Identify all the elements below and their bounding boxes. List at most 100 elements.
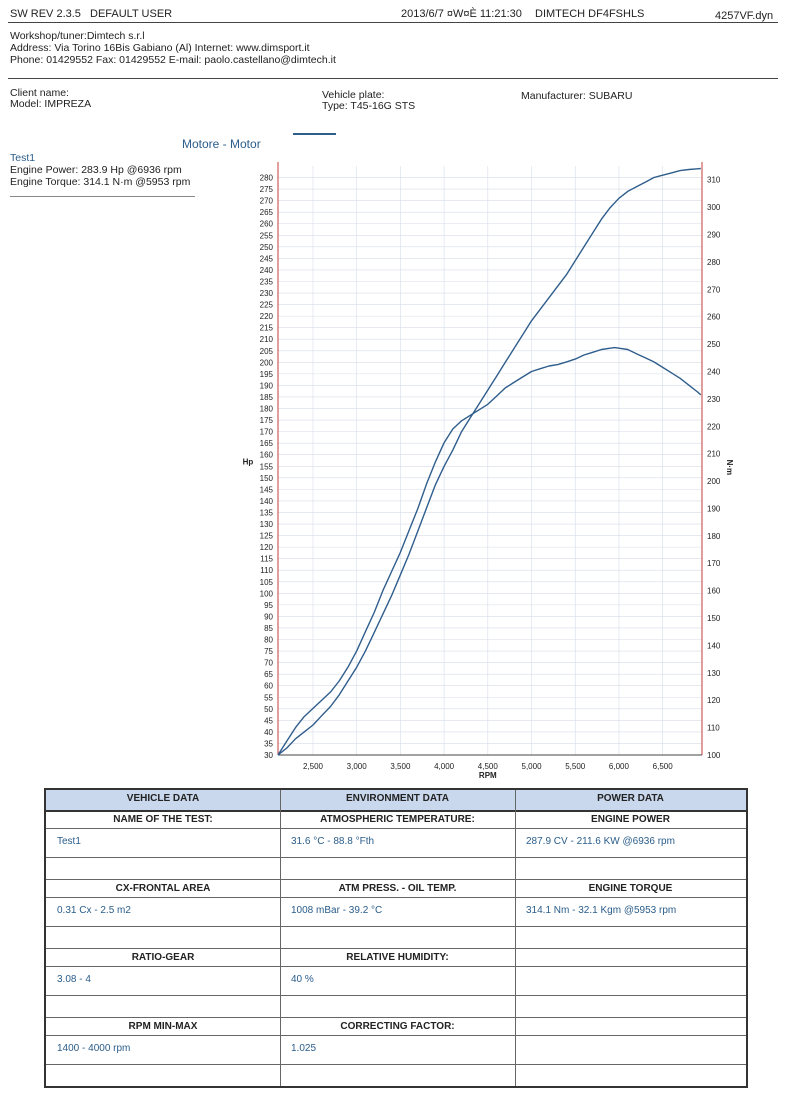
datetime: 2013/6/7 ¤W¤È 11:21:30 — [401, 8, 522, 20]
row-divider — [46, 828, 746, 829]
y-left-tick-label: 250 — [260, 243, 274, 252]
y-left-tick-label: 125 — [260, 532, 274, 541]
y-left-tick-label: 70 — [264, 659, 273, 668]
y-right-tick-label: 150 — [707, 614, 721, 623]
table-column-header: ENVIRONMENT DATA — [346, 793, 449, 804]
x-axis-title: RPM — [479, 771, 497, 780]
y-left-tick-label: 55 — [264, 693, 273, 702]
plot-area — [278, 166, 702, 755]
y-left-tick-label: 35 — [264, 739, 273, 748]
col-divider-1 — [280, 790, 281, 1086]
y-left-tick-label: 30 — [264, 751, 273, 760]
table-label: ATM PRESS. - OIL TEMP. — [338, 883, 457, 894]
y-left-tick-label: 175 — [260, 416, 274, 425]
x-tick-label: 6,000 — [609, 762, 630, 771]
y-left-tick-label: 90 — [264, 612, 273, 621]
table-header-row — [46, 790, 746, 812]
x-tick-label: 2,500 — [303, 762, 324, 771]
y-right-tick-label: 130 — [707, 669, 721, 678]
table-column-header: POWER DATA — [597, 793, 664, 804]
table-value: 31.6 °C - 88.8 °Fth — [291, 836, 375, 847]
legend-swatch — [293, 133, 336, 135]
table-value: 40 % — [291, 974, 314, 985]
y-left-tick-label: 205 — [260, 347, 274, 356]
table-value: Test1 — [57, 836, 81, 847]
table-value: 0.31 Cx - 2.5 m2 — [57, 905, 131, 916]
x-tick-label: 5,000 — [522, 762, 543, 771]
x-tick-label: 3,000 — [347, 762, 368, 771]
y-left-tick-label: 240 — [260, 266, 274, 275]
table-label: ENGINE TORQUE — [588, 883, 673, 894]
sw-rev: SW REV 2.3.5 — [10, 8, 81, 20]
y-right-tick-label: 200 — [707, 477, 721, 486]
data-table: VEHICLE DATA ENVIRONMENT DATA POWER DATA NA… — [44, 788, 748, 1088]
table-label: RATIO-GEAR — [131, 952, 195, 963]
y-axis-title-right: N·m — [725, 460, 734, 476]
vehicle-type: Type: T45-16G STS — [322, 100, 416, 112]
table-label: CX-FRONTAL AREA — [115, 883, 211, 894]
legend-engine-torque: Engine Torque: 314.1 N·m @5953 rpm — [10, 176, 191, 188]
y-left-tick-label: 50 — [264, 705, 273, 714]
y-left-tick-label: 115 — [260, 555, 273, 564]
table-label: RPM MIN-MAX — [128, 1021, 198, 1032]
y-left-tick-label: 170 — [260, 428, 274, 437]
address-line: Address: Via Torino 16Bis Gabiano (Al) I… — [10, 42, 310, 54]
y-left-tick-label: 165 — [260, 439, 274, 448]
row-divider — [46, 966, 746, 967]
legend-divider — [10, 196, 195, 197]
y-axis-title-left: Hp — [243, 458, 254, 467]
y-left-tick-label: 260 — [260, 220, 274, 229]
table-label: ENGINE POWER — [591, 814, 670, 825]
x-tick-label: 5,500 — [565, 762, 586, 771]
x-tick-label: 4,000 — [434, 762, 455, 771]
table-value: 1008 mBar - 39.2 °C — [291, 905, 383, 916]
y-left-tick-label: 195 — [260, 370, 274, 379]
row-divider — [46, 857, 746, 858]
legend-engine-power: Engine Power: 283.9 Hp @6936 rpm — [10, 164, 182, 176]
workshop-line: Workshop/tuner:Dimtech s.r.l — [10, 30, 145, 42]
table-value: 314.1 Nm - 32.1 Kgm @5953 rpm — [526, 905, 677, 916]
y-right-tick-label: 120 — [707, 696, 721, 705]
y-left-tick-label: 215 — [260, 324, 274, 333]
vehicle-plate: Vehicle plate: — [322, 89, 385, 101]
y-right-tick-label: 220 — [707, 422, 721, 431]
y-left-tick-label: 210 — [260, 335, 274, 344]
y-right-tick-label: 260 — [707, 313, 721, 322]
file-name: 4257VF.dyn — [715, 10, 774, 22]
table-label: CORRECTING FACTOR: — [340, 1021, 455, 1032]
x-tick-label: 6,500 — [653, 762, 674, 771]
y-left-tick-label: 140 — [260, 497, 274, 506]
y-left-tick-label: 230 — [260, 289, 274, 298]
y-left-tick-label: 180 — [260, 405, 274, 414]
manufacturer: Manufacturer: SUBARU — [521, 90, 633, 102]
row-divider — [46, 1064, 746, 1065]
y-right-tick-label: 300 — [707, 203, 721, 212]
y-right-tick-label: 290 — [707, 230, 721, 239]
header-divider — [8, 22, 778, 23]
client-name: Client name: — [10, 87, 69, 99]
y-right-tick-label: 230 — [707, 395, 721, 404]
y-left-tick-label: 200 — [260, 358, 274, 367]
y-left-tick-label: 105 — [260, 578, 274, 587]
x-tick-label: 4,500 — [478, 762, 499, 771]
y-left-tick-label: 235 — [260, 277, 274, 286]
y-left-tick-label: 80 — [264, 636, 273, 645]
y-right-tick-label: 310 — [707, 176, 721, 185]
model: Model: IMPREZA — [10, 98, 92, 110]
y-left-tick-label: 265 — [260, 208, 274, 217]
device-id: DIMTECH DF4FSHLS — [535, 8, 645, 20]
y-left-tick-label: 65 — [264, 670, 273, 679]
workshop-divider — [8, 78, 778, 79]
y-left-tick-label: 160 — [260, 451, 274, 460]
y-left-tick-label: 280 — [260, 174, 274, 183]
y-left-tick-label: 270 — [260, 197, 274, 206]
x-tick-label: 3,500 — [390, 762, 411, 771]
y-left-tick-label: 155 — [260, 462, 274, 471]
table-label: NAME OF THE TEST: — [113, 814, 213, 825]
y-right-tick-label: 140 — [707, 641, 721, 650]
y-left-tick-label: 245 — [260, 254, 274, 263]
row-divider — [46, 995, 746, 996]
row-divider — [46, 948, 746, 949]
row-divider — [46, 897, 746, 898]
y-right-tick-label: 270 — [707, 285, 721, 294]
